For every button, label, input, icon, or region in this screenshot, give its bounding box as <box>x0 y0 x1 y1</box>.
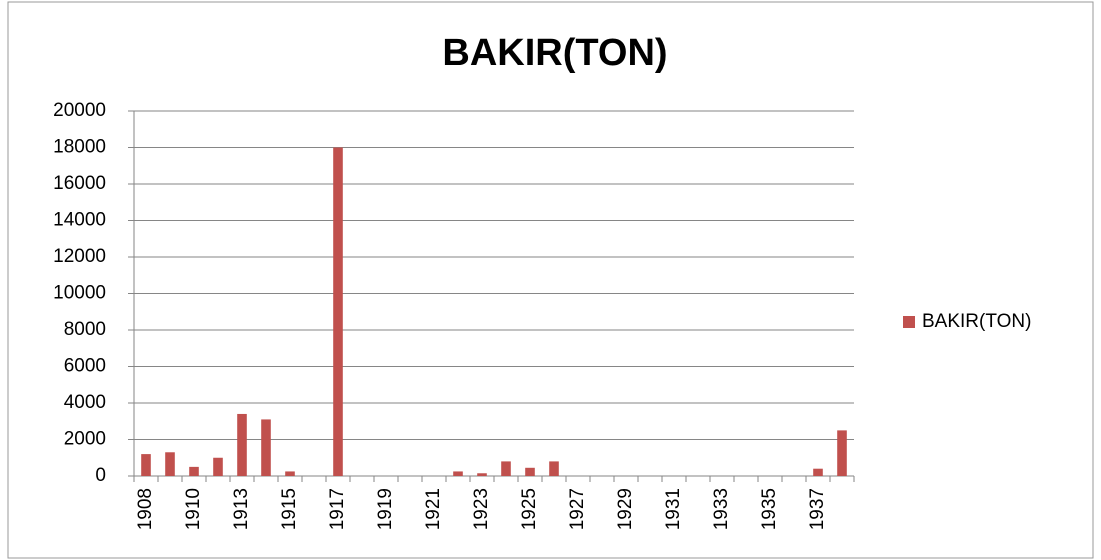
bar <box>237 413 247 476</box>
bar <box>261 419 271 476</box>
bar <box>813 468 823 476</box>
bar <box>285 471 295 476</box>
x-tick-label: 1919 <box>375 488 396 530</box>
y-tick-label: 8000 <box>64 319 106 340</box>
x-tick-label: 1917 <box>327 488 348 530</box>
x-tick-label: 1915 <box>279 488 300 530</box>
x-tick-label: 1933 <box>711 488 732 530</box>
x-tick-label: 1921 <box>423 488 444 530</box>
legend-label: BAKIR(TON) <box>922 311 1031 332</box>
bar <box>213 457 223 476</box>
bar <box>549 461 559 476</box>
y-tick-label: 0 <box>95 465 106 486</box>
x-tick-label: 1929 <box>615 488 636 530</box>
y-tick-label: 2000 <box>64 429 106 450</box>
bar <box>165 452 175 476</box>
y-tick-label: 18000 <box>53 137 106 158</box>
y-tick-label: 12000 <box>53 246 106 267</box>
x-tick-label: 1923 <box>471 488 492 530</box>
bar <box>501 461 511 476</box>
y-tick-label: 10000 <box>53 283 106 304</box>
x-tick-label: 1908 <box>135 488 156 530</box>
x-tick-label: 1913 <box>231 488 252 530</box>
bar <box>453 471 463 476</box>
y-tick-label: 14000 <box>53 210 106 231</box>
bar <box>333 147 343 476</box>
bar <box>141 454 151 476</box>
y-tick-label: 16000 <box>53 173 106 194</box>
x-tick-label: 1935 <box>759 488 780 530</box>
x-tick-label: 1931 <box>663 488 684 530</box>
x-tick-label: 1927 <box>567 488 588 530</box>
bar <box>837 430 847 476</box>
y-tick-label: 4000 <box>64 392 106 413</box>
y-tick-label: 20000 <box>53 100 106 121</box>
x-tick-label: 1910 <box>183 488 204 530</box>
x-tick-label: 1925 <box>519 488 540 530</box>
bar <box>477 473 487 476</box>
legend-swatch <box>903 316 915 328</box>
bar <box>189 466 199 476</box>
chart-title: BAKIR(TON) <box>442 32 667 74</box>
bar <box>525 467 535 476</box>
x-tick-label: 1937 <box>807 488 828 530</box>
y-tick-label: 6000 <box>64 356 106 377</box>
